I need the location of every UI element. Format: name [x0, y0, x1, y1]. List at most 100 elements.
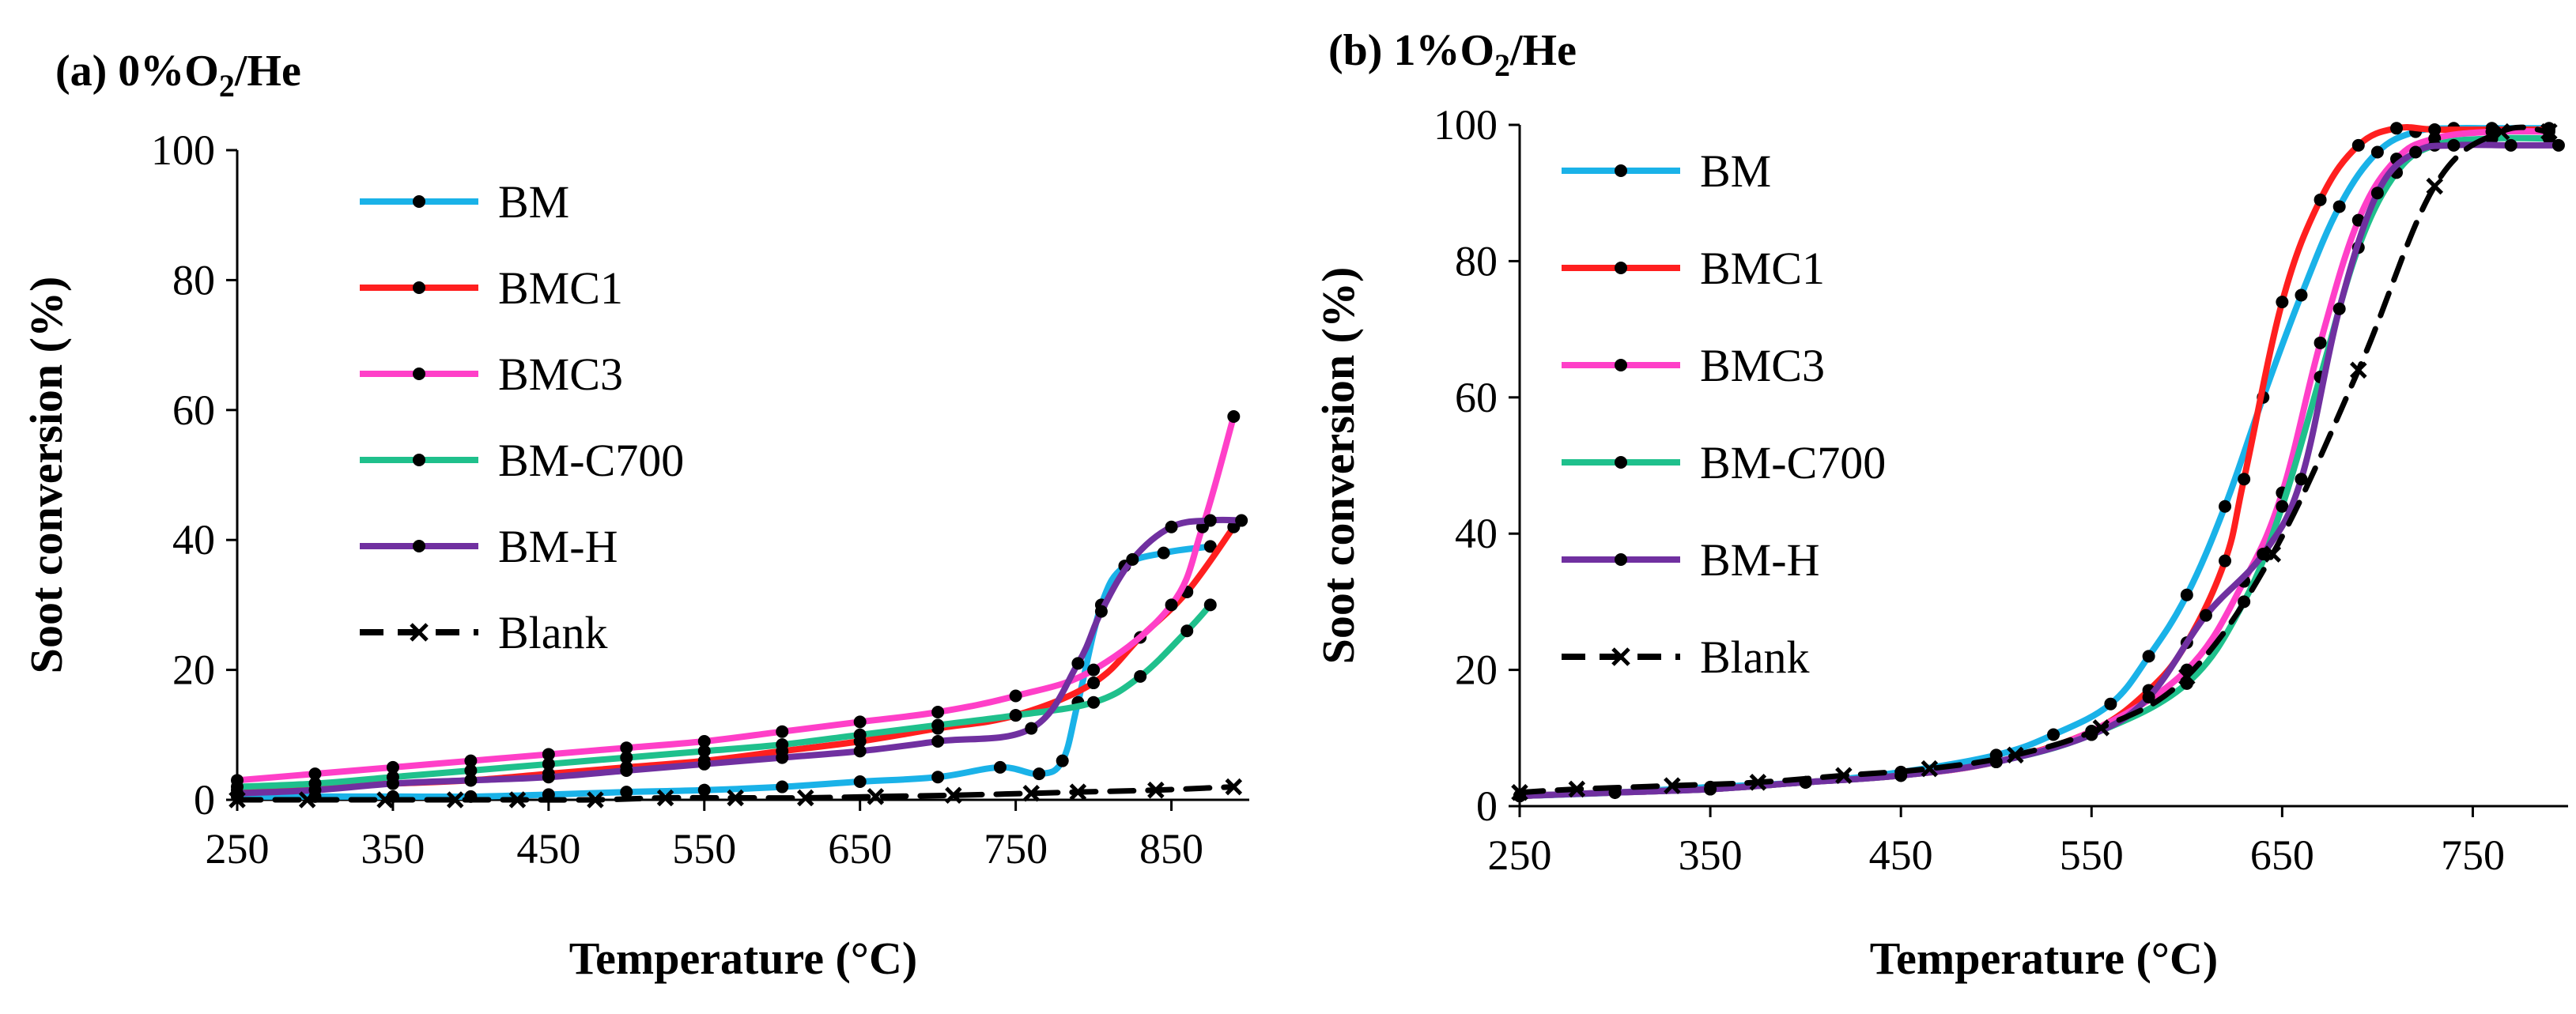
- data-point: [1165, 520, 1178, 533]
- data-point: [1087, 663, 1101, 677]
- legend-marker: [1615, 553, 1627, 566]
- data-point: [2540, 123, 2558, 141]
- x-tick-label: 250: [1488, 831, 1552, 879]
- data-point: [2219, 554, 2232, 567]
- data-point: [853, 744, 867, 758]
- series-blank: [229, 778, 1243, 809]
- data-point: [1225, 778, 1243, 796]
- data-point: [697, 783, 711, 797]
- data-point: [776, 738, 789, 752]
- data-point: [931, 771, 945, 784]
- x-tick-label: 550: [2060, 831, 2124, 879]
- data-point: [853, 728, 867, 741]
- data-point: [308, 767, 322, 781]
- data-point: [1009, 689, 1022, 703]
- legend-marker: [413, 195, 425, 208]
- y-axis-label: Soot conversion (%): [21, 277, 72, 674]
- legend-label: BMC3: [498, 349, 623, 400]
- data-point: [1087, 677, 1101, 690]
- data-point: [464, 764, 478, 778]
- y-axis-label: Soot conversion (%): [1313, 267, 1364, 665]
- y-tick-label: 80: [172, 256, 215, 303]
- y-tick-label: 60: [1455, 374, 1498, 421]
- legend-label: BMC3: [1700, 340, 1825, 391]
- legend-label: BM-C700: [1700, 437, 1886, 488]
- data-point: [1227, 410, 1241, 424]
- data-point: [2350, 361, 2367, 379]
- x-axis-label: Temperature (°C): [1870, 933, 2218, 984]
- data-point: [2178, 668, 2196, 685]
- x-tick-label: 650: [2250, 831, 2314, 879]
- data-point: [853, 715, 867, 729]
- data-point: [2047, 728, 2060, 741]
- data-point: [298, 791, 316, 809]
- data-point: [1165, 598, 1178, 612]
- data-point: [1022, 785, 1041, 802]
- panel-title-main: (b) 1%O: [1328, 26, 1494, 75]
- data-point: [508, 791, 527, 809]
- data-point: [853, 775, 867, 788]
- x-tick-label: 550: [672, 825, 736, 873]
- data-point: [2313, 336, 2327, 349]
- legend-item-bmc1: BMC1: [1562, 243, 1825, 294]
- data-point: [1009, 709, 1022, 722]
- data-point: [931, 718, 945, 732]
- data-point: [2492, 123, 2510, 141]
- data-point: [620, 741, 633, 755]
- legend-item-bmc3: BMC3: [1562, 340, 1825, 391]
- data-point: [1235, 514, 1248, 527]
- data-point: [464, 754, 478, 767]
- data-point: [1056, 754, 1069, 767]
- legend-item-bmc1: BMC1: [360, 262, 623, 314]
- legend-item-blank: Blank: [1562, 631, 1810, 683]
- legend-marker: [413, 540, 425, 552]
- legend-marker: [410, 623, 429, 642]
- data-point: [656, 789, 674, 807]
- data-point: [2104, 697, 2117, 711]
- data-point: [2276, 296, 2289, 309]
- legend-label: BMC1: [498, 262, 623, 314]
- data-point: [1157, 546, 1170, 560]
- data-point: [542, 757, 555, 771]
- data-point: [1094, 605, 1108, 618]
- data-point: [1203, 514, 1217, 527]
- series-bmc3: [231, 410, 1241, 787]
- data-point: [2370, 187, 2384, 200]
- data-point: [2180, 588, 2193, 601]
- y-tick-label: 100: [151, 126, 215, 174]
- legend-label: BM-H: [498, 521, 618, 572]
- data-point: [229, 791, 246, 809]
- data-point: [1664, 777, 1681, 794]
- data-point: [2007, 746, 2024, 764]
- data-point: [776, 751, 789, 764]
- chart-panel-a: (a) 0%O2/He 0 20 40 60 80 100 250 350 450 550 650 75…: [21, 47, 1249, 984]
- data-point: [1071, 657, 1085, 670]
- legend-label: BM-H: [1700, 534, 1819, 586]
- data-point: [1203, 540, 1217, 553]
- legend-item-bm-h: BM-H: [360, 521, 618, 572]
- series-line: [1517, 134, 2552, 800]
- legend-label: Blank: [1700, 631, 1810, 683]
- data-point: [1025, 722, 1038, 735]
- series-line: [1517, 141, 2562, 800]
- y-tick-label: 20: [172, 646, 215, 694]
- series-bm-h: [231, 514, 1248, 800]
- data-point: [2092, 719, 2110, 737]
- data-point: [2276, 499, 2289, 513]
- data-point: [931, 706, 945, 719]
- legend-label: BM-C700: [498, 435, 684, 486]
- x-tick-label: 850: [1139, 825, 1203, 873]
- data-point: [1069, 783, 1087, 801]
- data-point: [945, 786, 962, 805]
- x-tick-label: 250: [206, 825, 270, 873]
- legend-marker: [413, 454, 425, 466]
- legend-marker: [1615, 456, 1627, 469]
- legend-label: BMC1: [1700, 243, 1825, 294]
- data-point: [1087, 695, 1101, 709]
- y-tick-label: 60: [172, 386, 215, 434]
- legend-marker: [1611, 647, 1630, 666]
- data-point: [2142, 691, 2155, 704]
- x-tick-label: 350: [361, 825, 425, 873]
- series-bm-c700: [1513, 132, 2555, 803]
